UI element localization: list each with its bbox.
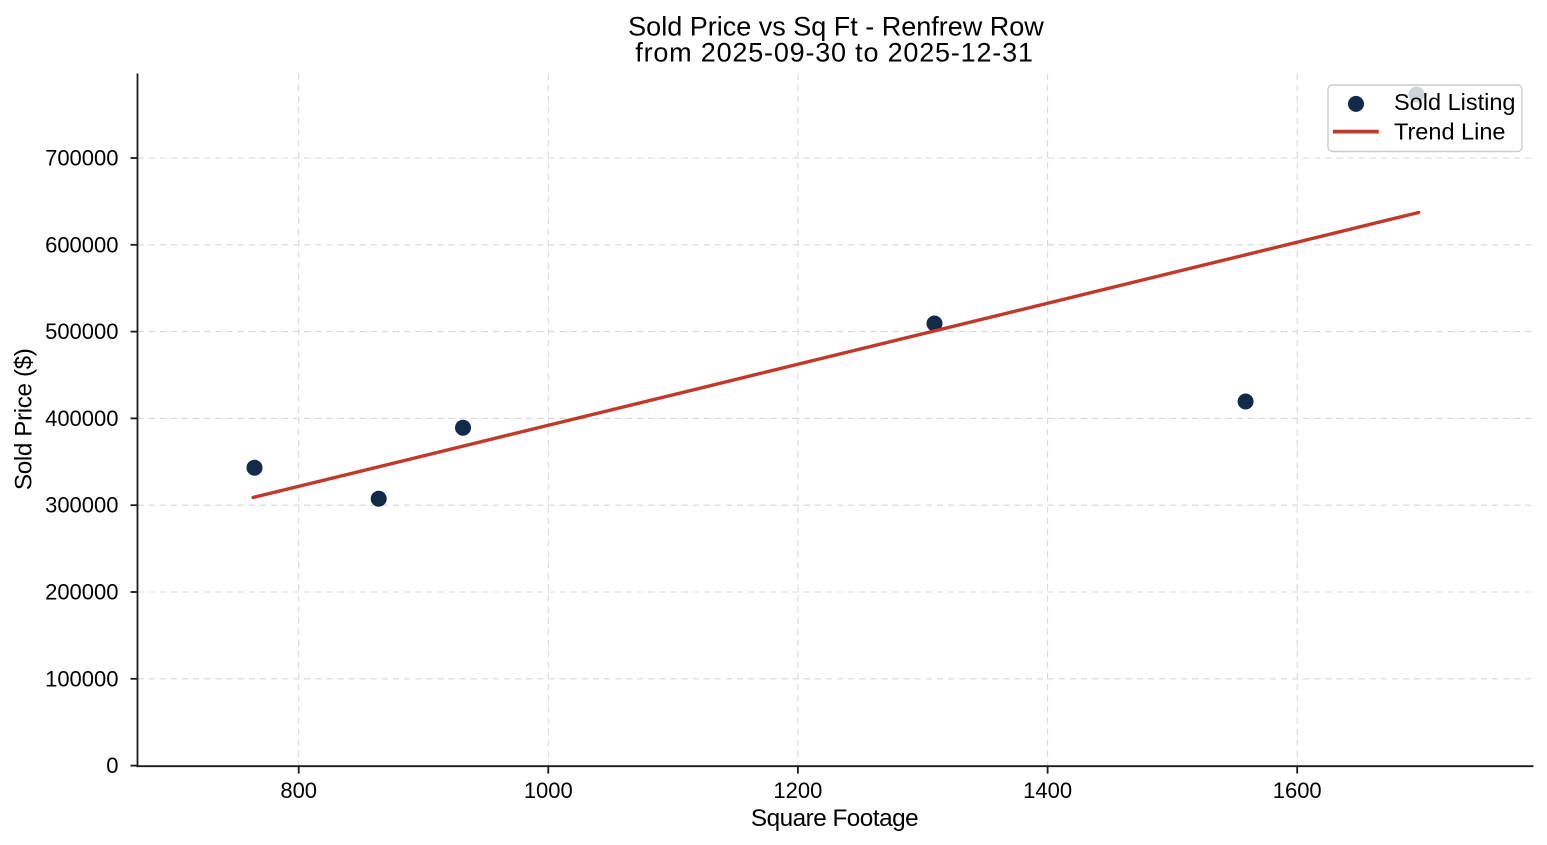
svg-text:600000: 600000 <box>45 232 118 257</box>
svg-text:1600: 1600 <box>1273 778 1322 803</box>
svg-text:Sold Price ($): Sold Price ($) <box>11 349 38 491</box>
svg-text:100000: 100000 <box>45 666 118 691</box>
svg-text:700000: 700000 <box>45 146 118 171</box>
svg-text:1400: 1400 <box>1023 778 1072 803</box>
svg-text:400000: 400000 <box>45 406 118 431</box>
svg-text:0: 0 <box>106 753 118 778</box>
svg-text:Sold Listing: Sold Listing <box>1394 89 1516 115</box>
svg-text:Trend Line: Trend Line <box>1394 118 1505 144</box>
svg-text:Square Footage: Square Footage <box>751 805 918 832</box>
svg-text:from 2025-09-30 to 2025-12-31: from 2025-09-30 to 2025-12-31 <box>635 37 1033 67</box>
svg-text:500000: 500000 <box>45 319 118 344</box>
svg-text:Sold Price vs Sq Ft - Renfrew: Sold Price vs Sq Ft - Renfrew Row <box>628 12 1044 42</box>
svg-text:1200: 1200 <box>773 778 822 803</box>
svg-text:1000: 1000 <box>524 778 573 803</box>
svg-text:300000: 300000 <box>45 493 118 518</box>
svg-text:800: 800 <box>280 778 317 803</box>
svg-text:200000: 200000 <box>45 580 118 605</box>
